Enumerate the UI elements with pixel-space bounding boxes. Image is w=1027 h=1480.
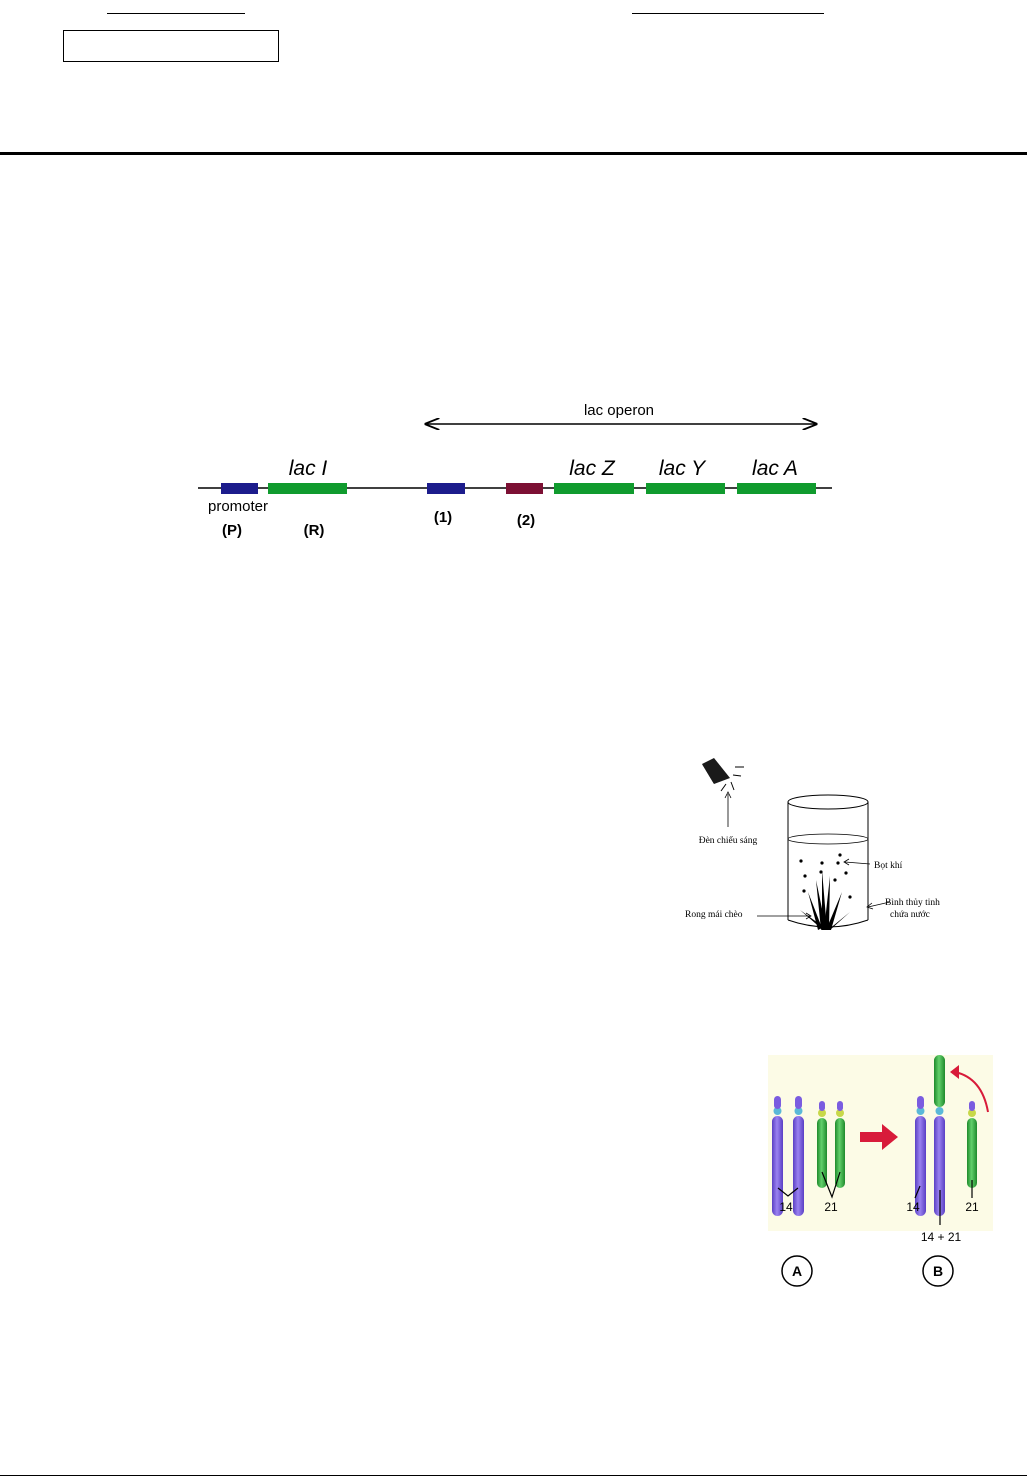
chromosome-21-left-b (835, 1101, 845, 1188)
lamp-icon (702, 758, 744, 792)
label-14-left: 14 (779, 1200, 793, 1214)
operon-label: lac operon (584, 402, 654, 419)
chromosome-14-left-b (793, 1096, 804, 1216)
chromosome-14-left-a (772, 1096, 783, 1216)
label-21-right: 21 (965, 1200, 979, 1214)
header-separator (0, 152, 1027, 155)
lac-i-label: lac I (289, 457, 328, 480)
region-p-label: (P) (222, 522, 242, 539)
curved-arrow (954, 1071, 989, 1113)
bubbles (799, 853, 852, 899)
chromosome-fused-14-21 (934, 1055, 945, 1216)
label-fusion: 14 + 21 (921, 1230, 962, 1244)
bracket-14-left (777, 1187, 799, 1197)
label-14-right: 14 (906, 1200, 920, 1214)
lac-a-gene (737, 483, 816, 494)
chromosome-21-right (967, 1101, 977, 1188)
aquatic-plant (800, 870, 850, 930)
promoter-label: promoter (208, 498, 268, 515)
lac-i-gene (268, 483, 347, 494)
bracket-21-left (821, 1171, 841, 1199)
panel-a-circle (781, 1255, 813, 1287)
lac-z-gene (554, 483, 634, 494)
panel-a-label: A (792, 1263, 802, 1279)
region-2-box (506, 483, 543, 494)
jar-label-line1: Bình thủy tinh (885, 898, 940, 908)
lac-a-label: lac A (752, 457, 798, 480)
chromosome-21-left-a (817, 1101, 827, 1188)
panel-b-label: B (933, 1263, 943, 1279)
lamp-label: Đèn chiếu sáng (699, 835, 758, 846)
lac-z-label: lac Z (569, 457, 616, 480)
promoter-box (221, 483, 258, 494)
translocation-arrow (860, 1124, 898, 1150)
chromosome-translocation-diagram: 14 21 14 21 14 + 21 A B (768, 1055, 993, 1287)
region-1-box (427, 483, 465, 494)
header-underline-right (632, 13, 824, 14)
lac-y-gene (646, 483, 725, 494)
panel-b-circle (922, 1255, 954, 1287)
header-underline-left (107, 13, 245, 14)
region-1-label: (1) (434, 509, 452, 526)
chromosome-panel-bg (768, 1055, 993, 1231)
jar-label-line2: chứa nước (890, 910, 930, 920)
bubbles-label: Bọt khí (874, 861, 903, 871)
header-empty-box (63, 30, 279, 62)
plant-label: Rong mái chèo (685, 910, 743, 920)
label-21-left: 21 (824, 1200, 838, 1214)
photosynthesis-experiment-diagram: Đèn chiếu sáng Bọt khí Bình thủy tinh ch… (685, 758, 940, 930)
lac-y-label: lac Y (659, 457, 707, 480)
region-2-label: (2) (517, 512, 535, 529)
region-r-label: (R) (304, 522, 325, 539)
footer-separator (0, 1475, 1027, 1476)
lac-operon-diagram: lac operon lac I lac Z lac Y lac A promo… (198, 402, 832, 539)
